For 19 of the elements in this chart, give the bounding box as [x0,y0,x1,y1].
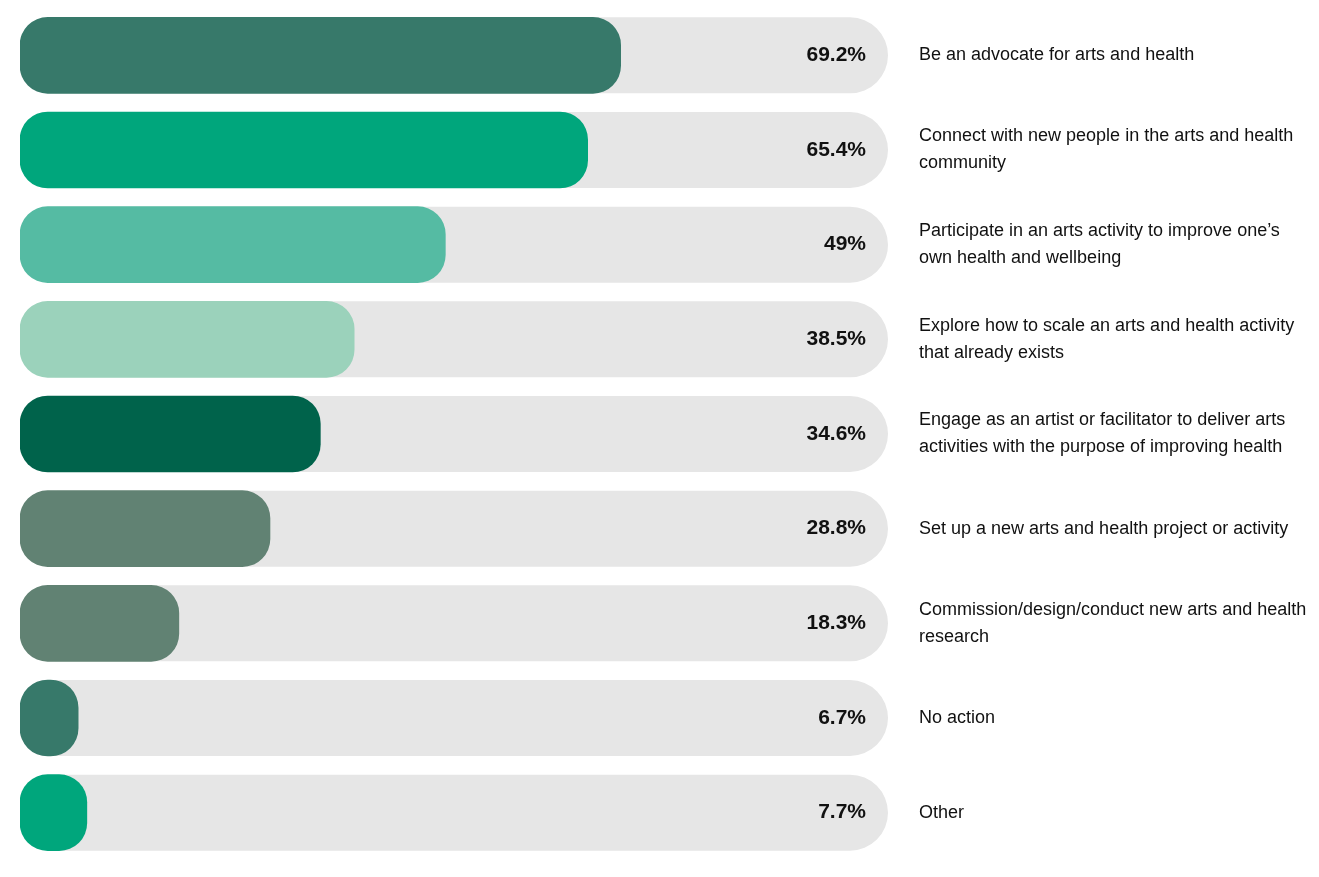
data-label: 38.5% [806,326,867,350]
y-tick-label: Participate in an arts activity to improve one’s own health and wellbeing [919,220,1280,268]
y-tick-label: Connect with new people in the arts and health community [919,125,1294,173]
y-tick-label: Commission/design/conduct new arts and health research [919,598,1307,646]
y-tick-label: Set up a new arts and health project or activity [919,517,1289,538]
data-label: 49% [823,231,867,255]
data-label: 6.7% [818,704,867,728]
bar [20,585,180,662]
y-tick-label: Other [919,801,965,822]
data-label: 69.2% [806,42,867,66]
y-tick-label: Be an advocate for arts and health [919,44,1195,65]
data-label: 28.8% [806,515,867,539]
y-tick-label: No action [919,706,996,727]
data-label: 7.7% [818,799,867,823]
data-label: 18.3% [806,610,867,634]
y-tick-label: Engage as an artist or facilitator to deliver arts activities with the purpose of improving health [919,409,1286,457]
data-label: 65.4% [806,136,867,160]
y-tick-label: Explore how to scale an arts and health activity that already exists [919,314,1295,362]
data-label: 34.6% [806,420,867,444]
